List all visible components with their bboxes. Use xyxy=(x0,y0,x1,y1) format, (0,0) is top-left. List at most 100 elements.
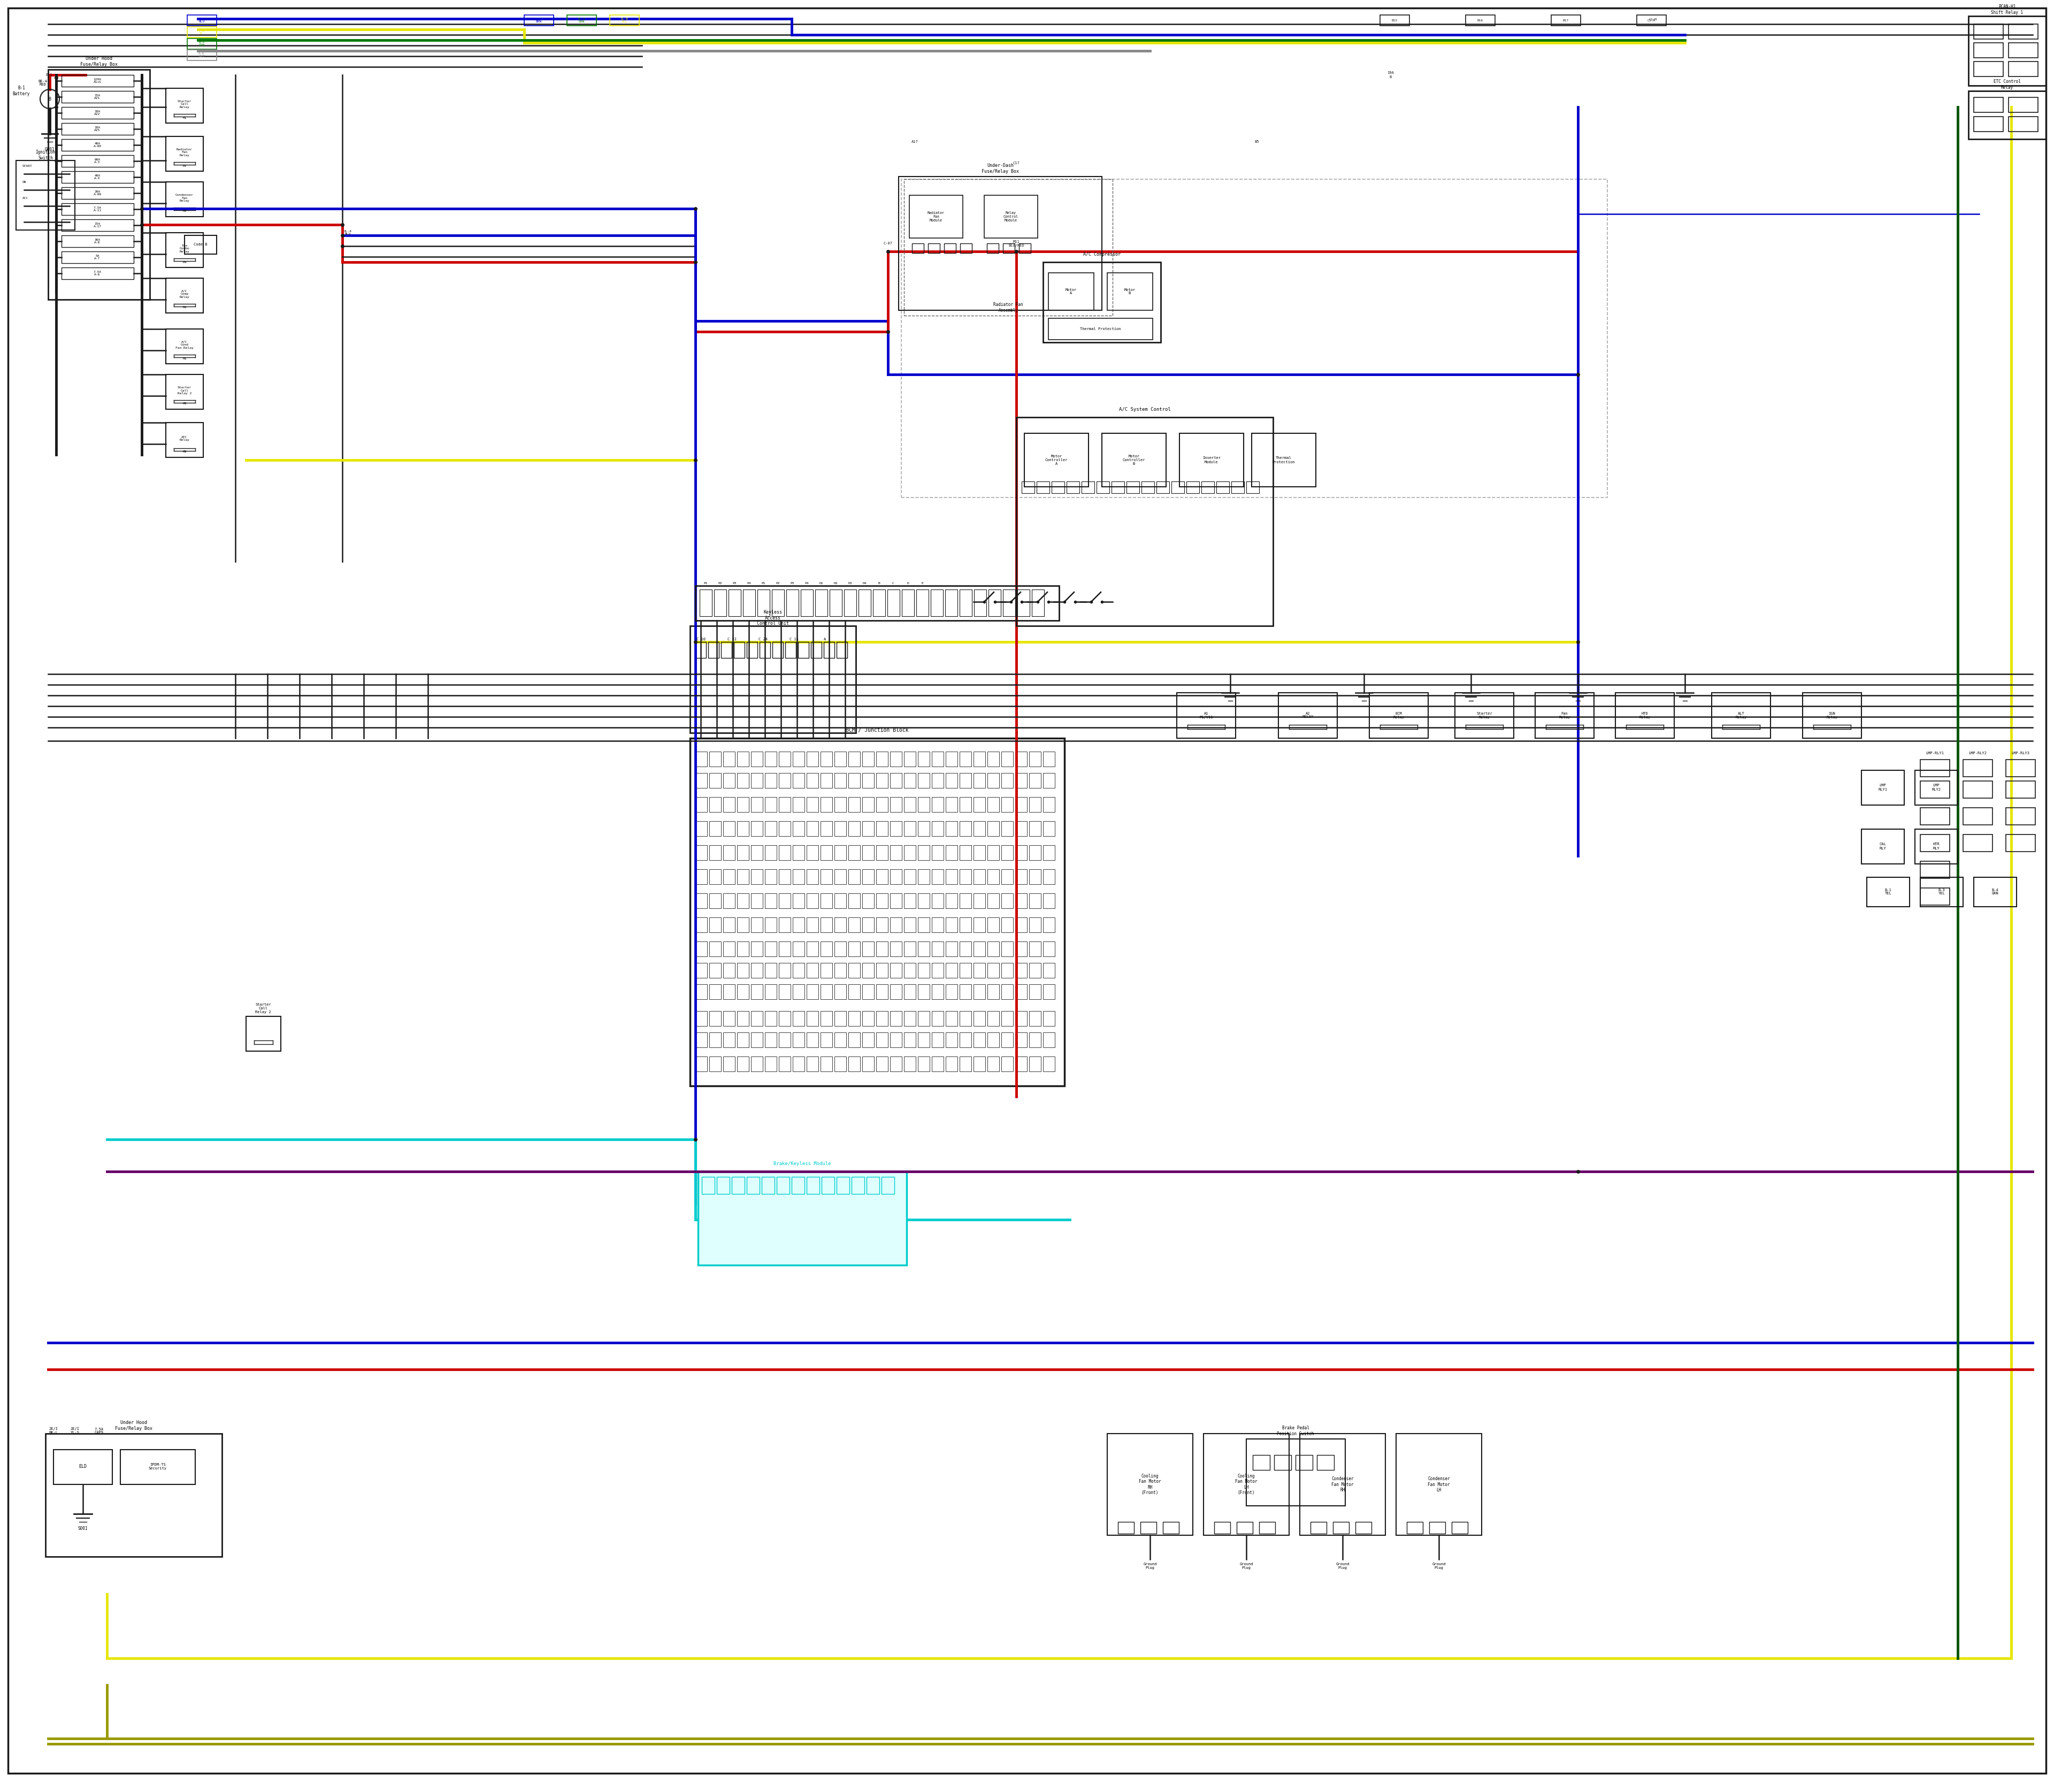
Bar xyxy=(830,590,842,616)
Bar xyxy=(793,941,805,957)
Bar xyxy=(974,772,986,788)
Text: Motor
Controller
B: Motor Controller B xyxy=(1124,455,1146,466)
Text: Condenser
Fan Motor
RH: Condenser Fan Motor RH xyxy=(1331,1477,1354,1493)
Bar xyxy=(696,1057,707,1072)
Bar xyxy=(700,590,713,616)
Bar xyxy=(1247,482,1259,493)
Bar xyxy=(1551,14,1582,25)
Bar xyxy=(567,14,596,25)
Bar xyxy=(1920,878,1964,907)
Bar xyxy=(1230,482,1245,493)
Bar xyxy=(1430,1521,1446,1534)
Text: M9: M9 xyxy=(183,450,187,453)
Bar xyxy=(1914,830,1957,864)
Text: B-A
GRN: B-A GRN xyxy=(199,41,205,47)
Bar xyxy=(848,918,861,932)
Bar xyxy=(187,38,216,48)
Bar xyxy=(166,423,203,457)
Bar xyxy=(1029,918,1041,932)
Bar xyxy=(709,642,719,658)
Bar xyxy=(848,751,861,767)
Text: B-1
Battery: B-1 Battery xyxy=(12,86,31,97)
Bar xyxy=(121,1450,195,1484)
Bar xyxy=(848,962,861,978)
Text: Fan
Relay: Fan Relay xyxy=(1559,711,1569,719)
Bar xyxy=(696,894,707,909)
Text: IL-4
GRN: IL-4 GRN xyxy=(577,18,585,23)
Bar xyxy=(1974,878,2017,907)
Bar xyxy=(807,894,817,909)
Text: Relay
Control
Module: Relay Control Module xyxy=(1004,211,1019,222)
Bar xyxy=(945,751,957,767)
Bar xyxy=(1015,846,1027,860)
Bar xyxy=(1043,918,1056,932)
Bar xyxy=(848,894,861,909)
Bar xyxy=(820,1011,832,1027)
Text: ACC: ACC xyxy=(23,197,29,199)
Bar xyxy=(1920,760,1949,776)
Bar xyxy=(918,894,930,909)
Text: START: START xyxy=(23,165,33,167)
Bar xyxy=(1296,1455,1313,1469)
Bar xyxy=(709,821,721,837)
Bar xyxy=(723,918,735,932)
Bar xyxy=(1037,482,1050,493)
Bar xyxy=(62,251,134,263)
Bar xyxy=(1002,941,1013,957)
Bar xyxy=(760,642,770,658)
Bar xyxy=(1043,1011,1056,1027)
Bar xyxy=(820,1057,832,1072)
Bar xyxy=(1140,1521,1156,1534)
Bar xyxy=(1029,984,1041,1000)
Bar xyxy=(877,962,887,978)
Bar xyxy=(764,1011,776,1027)
Bar xyxy=(764,1032,776,1047)
Bar xyxy=(1861,771,1904,805)
Bar xyxy=(1310,1521,1327,1534)
Bar xyxy=(863,894,875,909)
Bar xyxy=(863,797,875,812)
Bar xyxy=(820,984,832,1000)
Bar xyxy=(933,846,943,860)
Text: Under Hood
Fuse/Relay Box: Under Hood Fuse/Relay Box xyxy=(115,1421,152,1430)
Bar xyxy=(1452,1521,1469,1534)
Bar xyxy=(1015,1057,1027,1072)
Bar xyxy=(904,821,916,837)
Bar xyxy=(721,642,731,658)
Bar xyxy=(62,186,134,199)
Bar xyxy=(984,195,1037,238)
Bar xyxy=(45,1434,222,1557)
Text: P2: P2 xyxy=(719,582,721,584)
Bar xyxy=(16,161,74,229)
Bar xyxy=(889,984,902,1000)
Bar xyxy=(1031,590,1043,616)
Text: A17: A17 xyxy=(912,140,918,143)
Bar xyxy=(836,642,846,658)
Bar xyxy=(974,941,986,957)
Bar xyxy=(1107,272,1152,310)
Bar xyxy=(696,751,707,767)
Bar xyxy=(778,846,791,860)
Bar xyxy=(974,894,986,909)
Text: Under-Dash
Fuse/Relay Box: Under-Dash Fuse/Relay Box xyxy=(982,163,1019,174)
Text: A1
P1/V11: A1 P1/V11 xyxy=(1200,711,1214,719)
Text: LMP-RLY1: LMP-RLY1 xyxy=(1927,751,1943,754)
Text: HTR
RLY: HTR RLY xyxy=(1933,842,1939,849)
Bar xyxy=(62,235,134,247)
Text: M4: M4 xyxy=(183,262,187,263)
Bar xyxy=(1002,821,1013,837)
Bar xyxy=(974,869,986,883)
Bar xyxy=(933,984,943,1000)
Bar xyxy=(945,869,957,883)
Bar xyxy=(1300,1434,1384,1536)
Bar xyxy=(959,1057,972,1072)
Bar xyxy=(709,984,721,1000)
Bar xyxy=(945,1011,957,1027)
Text: Condenser
Fan Motor
LH: Condenser Fan Motor LH xyxy=(1428,1477,1450,1493)
Bar xyxy=(1920,808,1949,824)
Text: HTD
Relay: HTD Relay xyxy=(1639,711,1651,719)
Bar xyxy=(166,181,203,217)
Bar xyxy=(1043,846,1056,860)
Text: M1: M1 xyxy=(183,116,187,118)
Bar xyxy=(1216,482,1228,493)
